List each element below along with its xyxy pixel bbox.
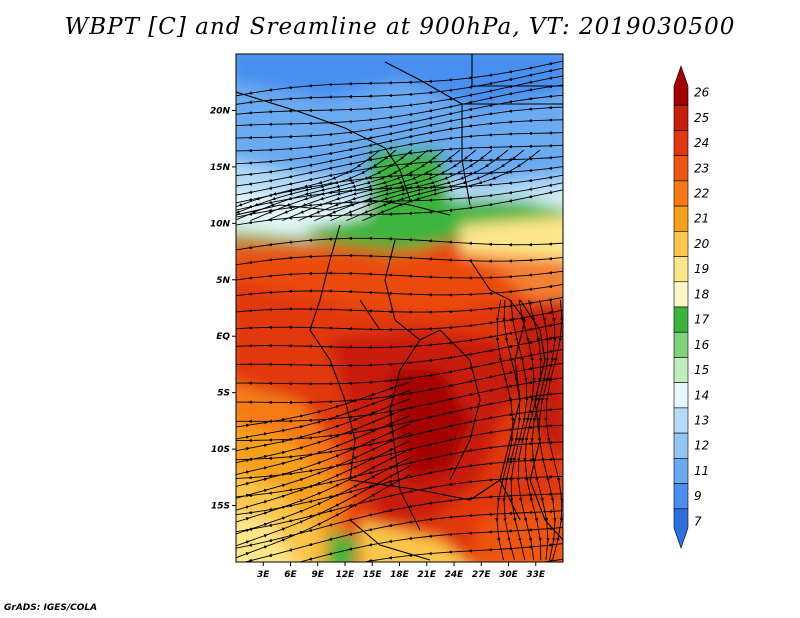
colorbar-label: 17 bbox=[694, 313, 710, 327]
colorbar-swatch bbox=[673, 205, 689, 232]
colorbar-label: 9 bbox=[694, 489, 702, 503]
lon-tick-label: 21E bbox=[417, 570, 437, 580]
colorbar-label: 18 bbox=[694, 287, 710, 301]
streamline bbox=[236, 236, 563, 251]
streamlines bbox=[236, 60, 563, 562]
colorbar-label: 20 bbox=[694, 237, 710, 251]
colorbar-label: 13 bbox=[694, 414, 709, 428]
lon-tick-label: 12E bbox=[336, 570, 356, 580]
colorbar-swatch bbox=[673, 130, 689, 156]
lon-tick-label: 33E bbox=[526, 570, 546, 580]
colorbar-swatch bbox=[673, 407, 689, 434]
lat-tick-label: 10S bbox=[211, 445, 230, 455]
streamline bbox=[236, 253, 563, 266]
colorbar-label: 16 bbox=[694, 338, 710, 352]
colorbar-swatch bbox=[673, 155, 689, 182]
colorbar-swatch bbox=[673, 357, 689, 383]
map-title: WBPT [C] and Sreamline at 900hPa, VT: 20… bbox=[64, 14, 736, 40]
colorbar-label: 21 bbox=[694, 212, 709, 226]
latitude-axis: 20N 15N 10N 5N EQ 5S 10S 15S bbox=[210, 106, 236, 512]
colorbar-swatch bbox=[673, 180, 689, 207]
colorbar-label: 19 bbox=[694, 262, 709, 276]
colorbar-label: 23 bbox=[694, 161, 709, 175]
colorbar-label: 22 bbox=[694, 187, 709, 201]
colorbar-label: 14 bbox=[694, 388, 709, 402]
colorbar-swatch bbox=[673, 508, 689, 549]
colorbar-swatch bbox=[673, 331, 689, 358]
lat-tick-label: 15S bbox=[211, 502, 230, 512]
lon-tick-label: 9E bbox=[312, 570, 325, 580]
lon-tick-label: 24E bbox=[445, 570, 465, 580]
grads-credit: GrADS: IGES/COLA bbox=[4, 603, 98, 613]
colorbar-label: 25 bbox=[694, 111, 709, 125]
streamline bbox=[544, 299, 563, 561]
colorbar-swatch bbox=[673, 382, 689, 409]
streamline bbox=[236, 283, 563, 297]
lat-tick-label: 10N bbox=[210, 219, 231, 229]
colorbar-label: 26 bbox=[694, 86, 710, 100]
lat-tick-label: 5N bbox=[216, 276, 230, 286]
colorbar-swatch bbox=[673, 432, 689, 459]
streamline bbox=[236, 270, 563, 281]
colorbar-swatch bbox=[673, 458, 689, 484]
longitude-axis: 3E 6E 9E 12E 15E 18E 21E 24E 27E 30E 33E bbox=[257, 562, 546, 580]
lat-tick-label: 15N bbox=[210, 163, 231, 173]
map-plot-area bbox=[236, 54, 563, 562]
streamline bbox=[248, 543, 563, 562]
colorbar: 26 25 24 23 22 21 20 19 18 17 16 15 14 13 12 11 9 7 bbox=[673, 65, 710, 549]
lat-tick-label: 20N bbox=[210, 106, 231, 116]
colorbar-swatch bbox=[673, 483, 689, 510]
streamline bbox=[362, 149, 541, 222]
colorbar-label: 12 bbox=[694, 439, 709, 453]
lat-tick-label: EQ bbox=[216, 332, 230, 342]
colorbar-label: 11 bbox=[694, 464, 709, 478]
colorbar-label: 15 bbox=[694, 363, 709, 377]
colorbar-swatch bbox=[673, 231, 689, 257]
lon-tick-label: 3E bbox=[257, 570, 270, 580]
lon-tick-label: 30E bbox=[499, 570, 519, 580]
colorbar-swatch bbox=[673, 281, 689, 308]
colorbar-swatch bbox=[673, 256, 689, 283]
lon-tick-label: 27E bbox=[472, 570, 492, 580]
colorbar-swatch bbox=[673, 65, 689, 106]
lon-tick-label: 18E bbox=[390, 570, 410, 580]
streamline bbox=[236, 474, 411, 559]
colorbar-swatch bbox=[673, 306, 689, 333]
country-borders bbox=[236, 54, 563, 561]
colorbar-label: 7 bbox=[694, 514, 702, 528]
lat-tick-label: 5S bbox=[217, 389, 230, 399]
colorbar-swatch bbox=[673, 104, 689, 131]
colorbar-label: 24 bbox=[694, 136, 709, 150]
lon-tick-label: 6E bbox=[284, 570, 297, 580]
lon-tick-label: 15E bbox=[363, 570, 383, 580]
